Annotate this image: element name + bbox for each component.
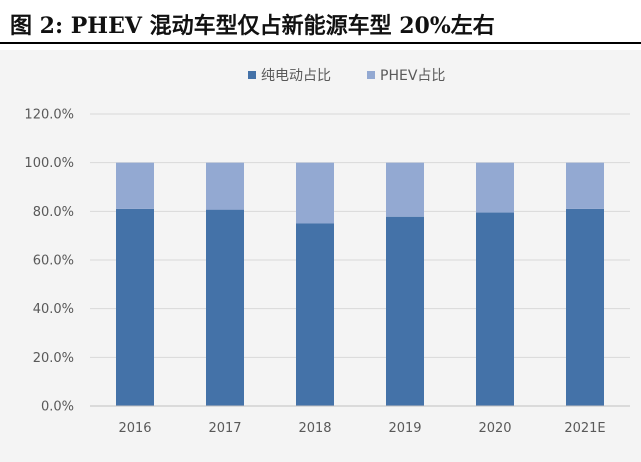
legend-swatch-phev bbox=[367, 71, 375, 79]
bar-bev-share bbox=[116, 208, 154, 406]
bar-phev-share bbox=[476, 162, 514, 213]
bar-bev-share bbox=[296, 223, 334, 406]
bar-phev-share bbox=[206, 162, 244, 210]
x-tick-label: 2019 bbox=[388, 421, 421, 436]
x-tick-label: 2016 bbox=[118, 421, 151, 436]
legend-label-phev: PHEV占比 bbox=[380, 68, 445, 84]
bar-phev-share bbox=[566, 162, 604, 209]
y-tick-label: 20.0% bbox=[33, 351, 74, 366]
legend-swatch-bev bbox=[248, 71, 256, 79]
y-tick-label: 0.0% bbox=[41, 400, 74, 415]
figure-caption: 图 2: PHEV 混动车型仅占新能源车型 20%左右 bbox=[10, 13, 495, 39]
bar-bev-share bbox=[476, 212, 514, 406]
x-tick-label: 2020 bbox=[478, 421, 511, 436]
legend-label-bev: 纯电动占比 bbox=[261, 68, 331, 84]
bar-bev-share bbox=[206, 209, 244, 406]
figure-header: 图 2: PHEV 混动车型仅占新能源车型 20%左右 bbox=[0, 0, 641, 44]
y-tick-label: 40.0% bbox=[33, 302, 74, 317]
bar-phev-share bbox=[116, 162, 154, 209]
x-tick-label: 2017 bbox=[208, 421, 241, 436]
y-tick-label: 80.0% bbox=[33, 205, 74, 220]
bar-bev-share bbox=[566, 208, 604, 406]
bar-phev-share bbox=[386, 162, 424, 217]
chart-area: 0.0% 20.0% 40.0% 60.0% 80.0% 100.0% 120.0% 2016… bbox=[0, 50, 641, 462]
x-tick-label: 2018 bbox=[298, 421, 331, 436]
bar-phev-share bbox=[296, 162, 334, 224]
y-tick-label: 100.0% bbox=[24, 156, 74, 171]
x-tick-label: 2021E bbox=[564, 421, 605, 436]
bar-bev-share bbox=[386, 216, 424, 406]
y-tick-label: 60.0% bbox=[33, 254, 74, 269]
stacked-bar-chart: 0.0% 20.0% 40.0% 60.0% 80.0% 100.0% 120.0% 2016… bbox=[24, 68, 630, 436]
y-tick-label: 120.0% bbox=[24, 108, 74, 123]
